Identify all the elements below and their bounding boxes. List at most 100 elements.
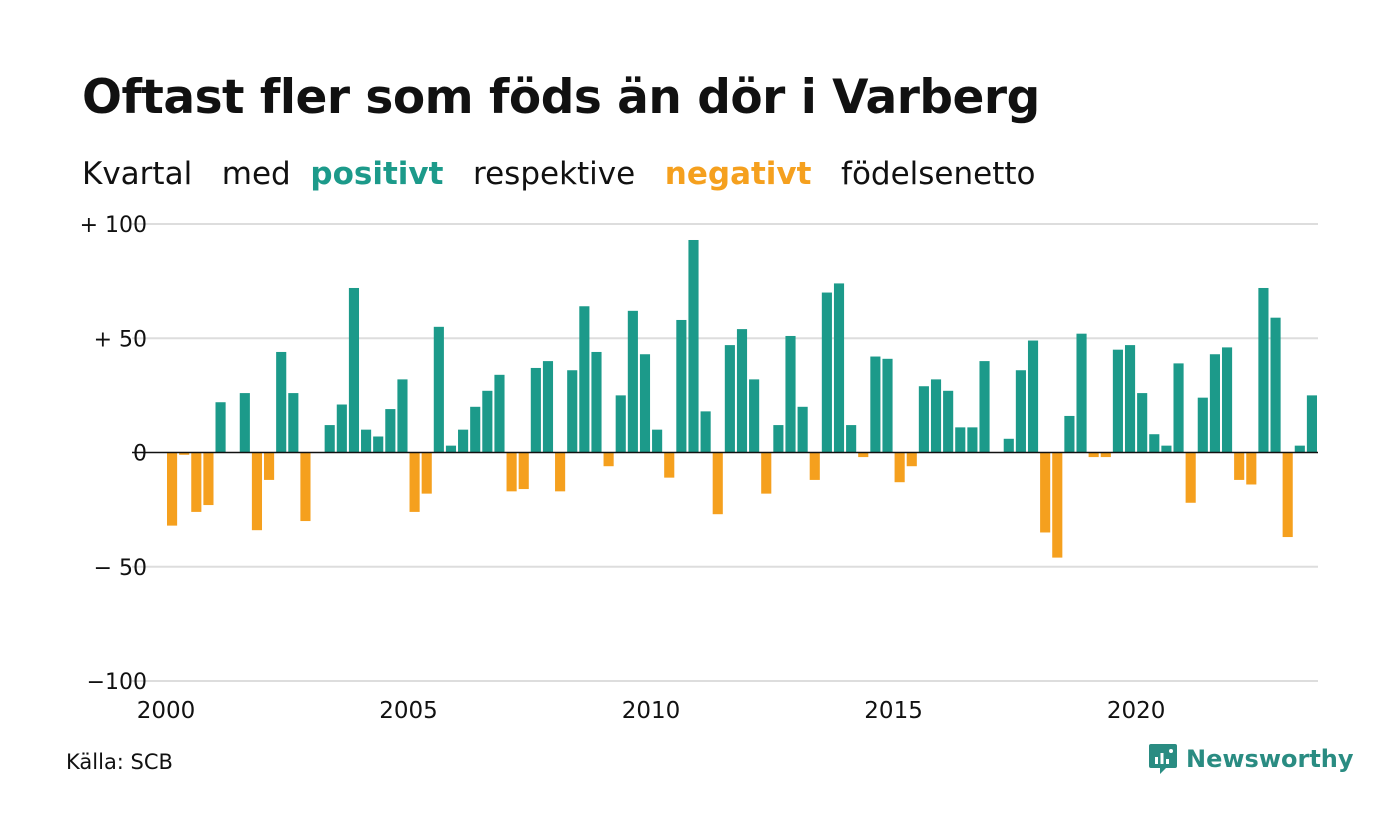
bar-2022K1 bbox=[1234, 452, 1245, 480]
bar-2013K4 bbox=[833, 283, 845, 453]
bar-2007K2 bbox=[518, 452, 529, 490]
chart-title: Oftast fler som föds än dör i Varberg bbox=[82, 70, 1040, 125]
y-tick-label: 0 bbox=[133, 442, 147, 467]
brand-name: Newsworthy bbox=[1186, 745, 1354, 773]
bar-2004K3 bbox=[385, 409, 396, 453]
bar-2004K4 bbox=[397, 379, 408, 453]
subtitle-positive-label: positivt bbox=[310, 156, 444, 192]
bar-2021K2 bbox=[1197, 397, 1208, 453]
bar-2015K3 bbox=[918, 386, 929, 453]
bar-2013K3 bbox=[821, 292, 832, 453]
bar-2011K2 bbox=[712, 452, 723, 515]
bar-2016K2 bbox=[955, 427, 966, 453]
bar-2015K4 bbox=[930, 379, 942, 453]
y-tick-labels: + 100 + 50 0 − 50 −100 bbox=[80, 213, 147, 695]
bar-2000K4 bbox=[203, 452, 214, 506]
x-tick-label: 2015 bbox=[864, 698, 923, 724]
source-note: Källa: SCB bbox=[66, 750, 173, 774]
bar-2000K2 bbox=[179, 452, 190, 455]
bar-2020K1 bbox=[1137, 393, 1148, 453]
subtitle-word-fodelsenetto: födelsenetto bbox=[841, 156, 1036, 192]
bar-2006K4 bbox=[494, 374, 505, 453]
bar-2017K4 bbox=[1027, 340, 1039, 453]
bar-2011K3 bbox=[724, 345, 735, 453]
x-tick-label: 2020 bbox=[1107, 698, 1166, 724]
bar-chart: + 100 + 50 0 − 50 −100 2000 2005 2010 2015 2020 bbox=[80, 213, 1318, 724]
bar-2004K2 bbox=[373, 436, 384, 453]
bar-2019K3 bbox=[1112, 349, 1123, 453]
bar-2015K2 bbox=[906, 452, 917, 467]
bar-2002K4 bbox=[300, 452, 311, 522]
bar-2014K2 bbox=[858, 452, 869, 458]
bar-2008K2 bbox=[567, 370, 578, 453]
bar-2013K1 bbox=[797, 406, 808, 453]
bar-2012K3 bbox=[773, 425, 784, 453]
subtitle-word-med: med bbox=[221, 156, 291, 192]
bar-2007K4 bbox=[542, 361, 554, 453]
x-tick-label: 2000 bbox=[137, 698, 196, 724]
bar-2012K1 bbox=[749, 379, 760, 453]
bar-2022K4 bbox=[1270, 317, 1281, 453]
bar-2004K1 bbox=[361, 429, 372, 453]
bar-2003K4 bbox=[348, 287, 360, 453]
bar-2009K2 bbox=[615, 395, 626, 453]
bar-2006K1 bbox=[458, 429, 469, 453]
bar-2016K1 bbox=[943, 390, 954, 453]
bar-2003K2 bbox=[324, 425, 335, 453]
bar-2006K3 bbox=[482, 390, 493, 453]
bar-2000K3 bbox=[191, 452, 202, 512]
bar-2014K1 bbox=[846, 425, 857, 453]
subtitle-word-kvartal: Kvartal bbox=[82, 156, 193, 192]
bar-2007K1 bbox=[506, 452, 517, 492]
bar-2018K4 bbox=[1076, 333, 1087, 453]
bar-2002K2 bbox=[276, 351, 287, 453]
bar-2020K3 bbox=[1161, 445, 1172, 453]
x-tick-labels: 2000 2005 2010 2015 2020 bbox=[137, 698, 1166, 724]
y-tick-label: −100 bbox=[87, 670, 147, 695]
bar-2005K1 bbox=[409, 452, 420, 512]
bar-2013K2 bbox=[809, 452, 820, 480]
bar-2018K1 bbox=[1040, 452, 1051, 533]
bar-2010K2 bbox=[664, 452, 675, 478]
bar-2019K2 bbox=[1100, 452, 1111, 458]
bars bbox=[167, 239, 1317, 558]
bar-2021K4 bbox=[1221, 347, 1233, 453]
bar-2020K4 bbox=[1173, 363, 1184, 453]
bar-2023K2 bbox=[1294, 445, 1305, 453]
subtitle-negative-label: negativt bbox=[664, 156, 812, 192]
bar-2003K3 bbox=[336, 404, 347, 453]
grid-lines bbox=[132, 223, 1318, 682]
y-tick-label: − 50 bbox=[94, 556, 147, 581]
newsworthy-logo-icon bbox=[1149, 744, 1177, 774]
bar-2023K1 bbox=[1282, 452, 1293, 538]
bar-2016K3 bbox=[967, 427, 978, 453]
bar-2005K4 bbox=[445, 445, 457, 453]
bar-2011K4 bbox=[736, 329, 748, 453]
y-tick-label: + 100 bbox=[80, 213, 147, 238]
y-tick-label: + 50 bbox=[94, 327, 147, 352]
bar-2011K1 bbox=[700, 411, 711, 453]
bar-2009K1 bbox=[603, 452, 614, 467]
bar-2000K1 bbox=[167, 452, 178, 526]
bar-2008K4 bbox=[591, 351, 602, 453]
bar-2023K3 bbox=[1306, 395, 1317, 453]
bar-2014K3 bbox=[870, 356, 881, 453]
bar-2019K4 bbox=[1124, 345, 1136, 453]
bar-2012K2 bbox=[761, 452, 772, 494]
bar-2018K3 bbox=[1064, 415, 1075, 453]
bar-2005K2 bbox=[421, 452, 432, 494]
bar-2017K2 bbox=[1003, 438, 1014, 453]
bar-2017K3 bbox=[1015, 370, 1026, 453]
chart-subtitle: Kvartal med positivt respektive negativt… bbox=[82, 156, 1036, 192]
bar-2001K1 bbox=[215, 402, 226, 453]
bar-2001K4 bbox=[251, 452, 263, 531]
bar-2010K1 bbox=[652, 429, 663, 453]
subtitle-word-respektive: respektive bbox=[473, 156, 636, 192]
bar-2005K3 bbox=[433, 326, 444, 453]
bar-2002K3 bbox=[288, 393, 299, 453]
bar-2007K3 bbox=[530, 367, 541, 453]
bar-2009K4 bbox=[639, 354, 651, 453]
bar-2019K1 bbox=[1088, 452, 1099, 458]
bar-2021K1 bbox=[1185, 452, 1196, 503]
bar-2022K2 bbox=[1246, 452, 1257, 485]
